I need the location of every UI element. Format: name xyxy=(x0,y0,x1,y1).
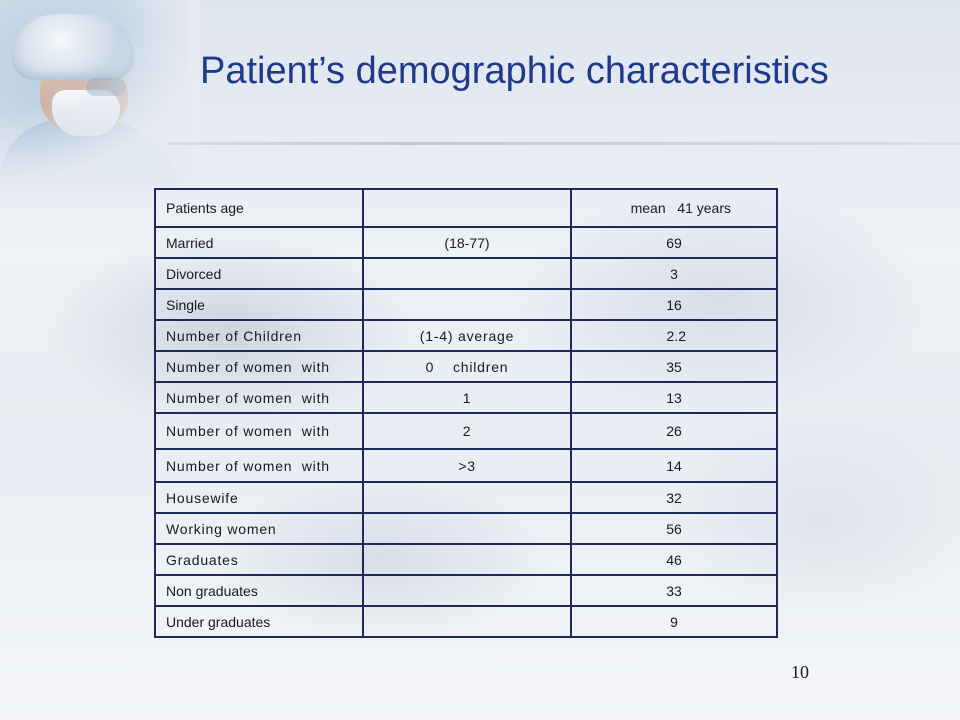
row-value: 33 xyxy=(570,574,778,607)
row-label: Number of Children xyxy=(154,319,364,352)
row-label: Under graduates xyxy=(154,605,364,638)
row-value: 56 xyxy=(570,512,778,545)
row-range xyxy=(362,188,572,228)
photo-fade xyxy=(0,0,200,195)
row-label: Working women xyxy=(154,512,364,545)
demographics-table: Patients age mean 41 years Married (18-7… xyxy=(154,188,778,638)
row-value: 69 xyxy=(570,226,778,259)
row-label: Single xyxy=(154,288,364,321)
row-range xyxy=(362,543,572,576)
table-row: Graduates 46 xyxy=(154,543,778,576)
table-row: Single 16 xyxy=(154,288,778,321)
row-label: Divorced xyxy=(154,257,364,290)
row-range: 1 xyxy=(362,381,572,414)
row-value: 26 xyxy=(570,412,778,450)
row-label: Patients age xyxy=(154,188,364,228)
row-range: 0 children xyxy=(362,350,572,383)
row-value: 13 xyxy=(570,381,778,414)
row-value: 14 xyxy=(570,448,778,483)
slide-title: Patient’s demographic characteristics xyxy=(200,50,829,92)
table-row: Under graduates 9 xyxy=(154,605,778,638)
row-label: Graduates xyxy=(154,543,364,576)
table-row: Number of women with >3 14 xyxy=(154,448,778,483)
row-range xyxy=(362,605,572,638)
table-row: Working women 56 xyxy=(154,512,778,545)
row-range xyxy=(362,481,572,514)
table-row: Housewife 32 xyxy=(154,481,778,514)
table-row: Divorced 3 xyxy=(154,257,778,290)
row-value: 46 xyxy=(570,543,778,576)
row-range xyxy=(362,288,572,321)
table-row: Married (18-77) 69 xyxy=(154,226,778,259)
row-label: Number of women with xyxy=(154,412,364,450)
row-range xyxy=(362,257,572,290)
table-row: Number of women with 1 13 xyxy=(154,381,778,414)
title-divider xyxy=(168,142,960,145)
row-value: 3 xyxy=(570,257,778,290)
row-range xyxy=(362,574,572,607)
row-label: Non graduates xyxy=(154,574,364,607)
row-value: 2.2 xyxy=(570,319,778,352)
table-row: Patients age mean 41 years xyxy=(154,188,778,228)
table-row: Non graduates 33 xyxy=(154,574,778,607)
row-label: Number of women with xyxy=(154,448,364,483)
row-value: 32 xyxy=(570,481,778,514)
row-range xyxy=(362,512,572,545)
row-label: Married xyxy=(154,226,364,259)
table-row: Number of women with 0 children 35 xyxy=(154,350,778,383)
table-row: Number of Children (1-4) average 2.2 xyxy=(154,319,778,352)
row-value: mean 41 years xyxy=(570,188,778,228)
row-range: (18-77) xyxy=(362,226,572,259)
row-range: 2 xyxy=(362,412,572,450)
row-label: Housewife xyxy=(154,481,364,514)
row-value: 16 xyxy=(570,288,778,321)
row-value: 9 xyxy=(570,605,778,638)
row-range: >3 xyxy=(362,448,572,483)
page-number: 10 xyxy=(791,662,809,682)
row-label: Number of women with xyxy=(154,381,364,414)
row-value: 35 xyxy=(570,350,778,383)
table-row: Number of women with 2 26 xyxy=(154,412,778,450)
row-label: Number of women with xyxy=(154,350,364,383)
row-range: (1-4) average xyxy=(362,319,572,352)
